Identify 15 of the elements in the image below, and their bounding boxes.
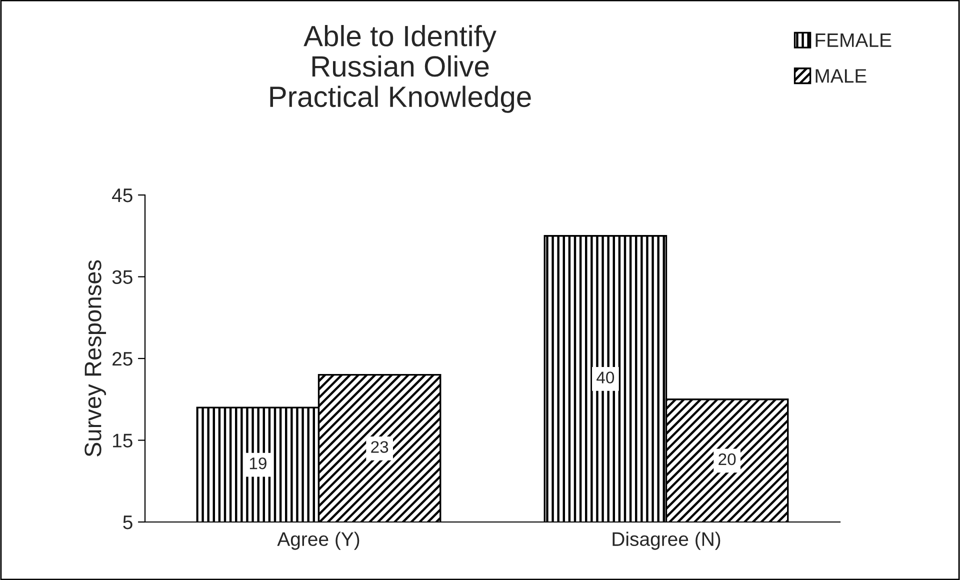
chart-title: Able to Identify Russian Olive Practical Knowledge [270, 25, 531, 113]
x-tick-label: Agree (Y) [277, 532, 360, 550]
y-tick-label: 25 [112, 352, 132, 366]
data-label: 19 [250, 457, 266, 470]
data-label: 23 [371, 441, 388, 453]
data-label: 20 [718, 453, 736, 466]
y-tick-label: 5 [123, 516, 132, 530]
data-label: 40 [596, 372, 614, 384]
x-tick-label: Disagree (N) [612, 532, 720, 550]
y-tick-label: 45 [112, 188, 132, 202]
legend-label: MALE [816, 69, 866, 83]
y-tick-label: 35 [112, 270, 132, 284]
y-tick-label: 15 [113, 434, 132, 448]
y-axis-title: Survey Responses [84, 260, 106, 457]
legend-label: FEMALE [816, 33, 892, 47]
